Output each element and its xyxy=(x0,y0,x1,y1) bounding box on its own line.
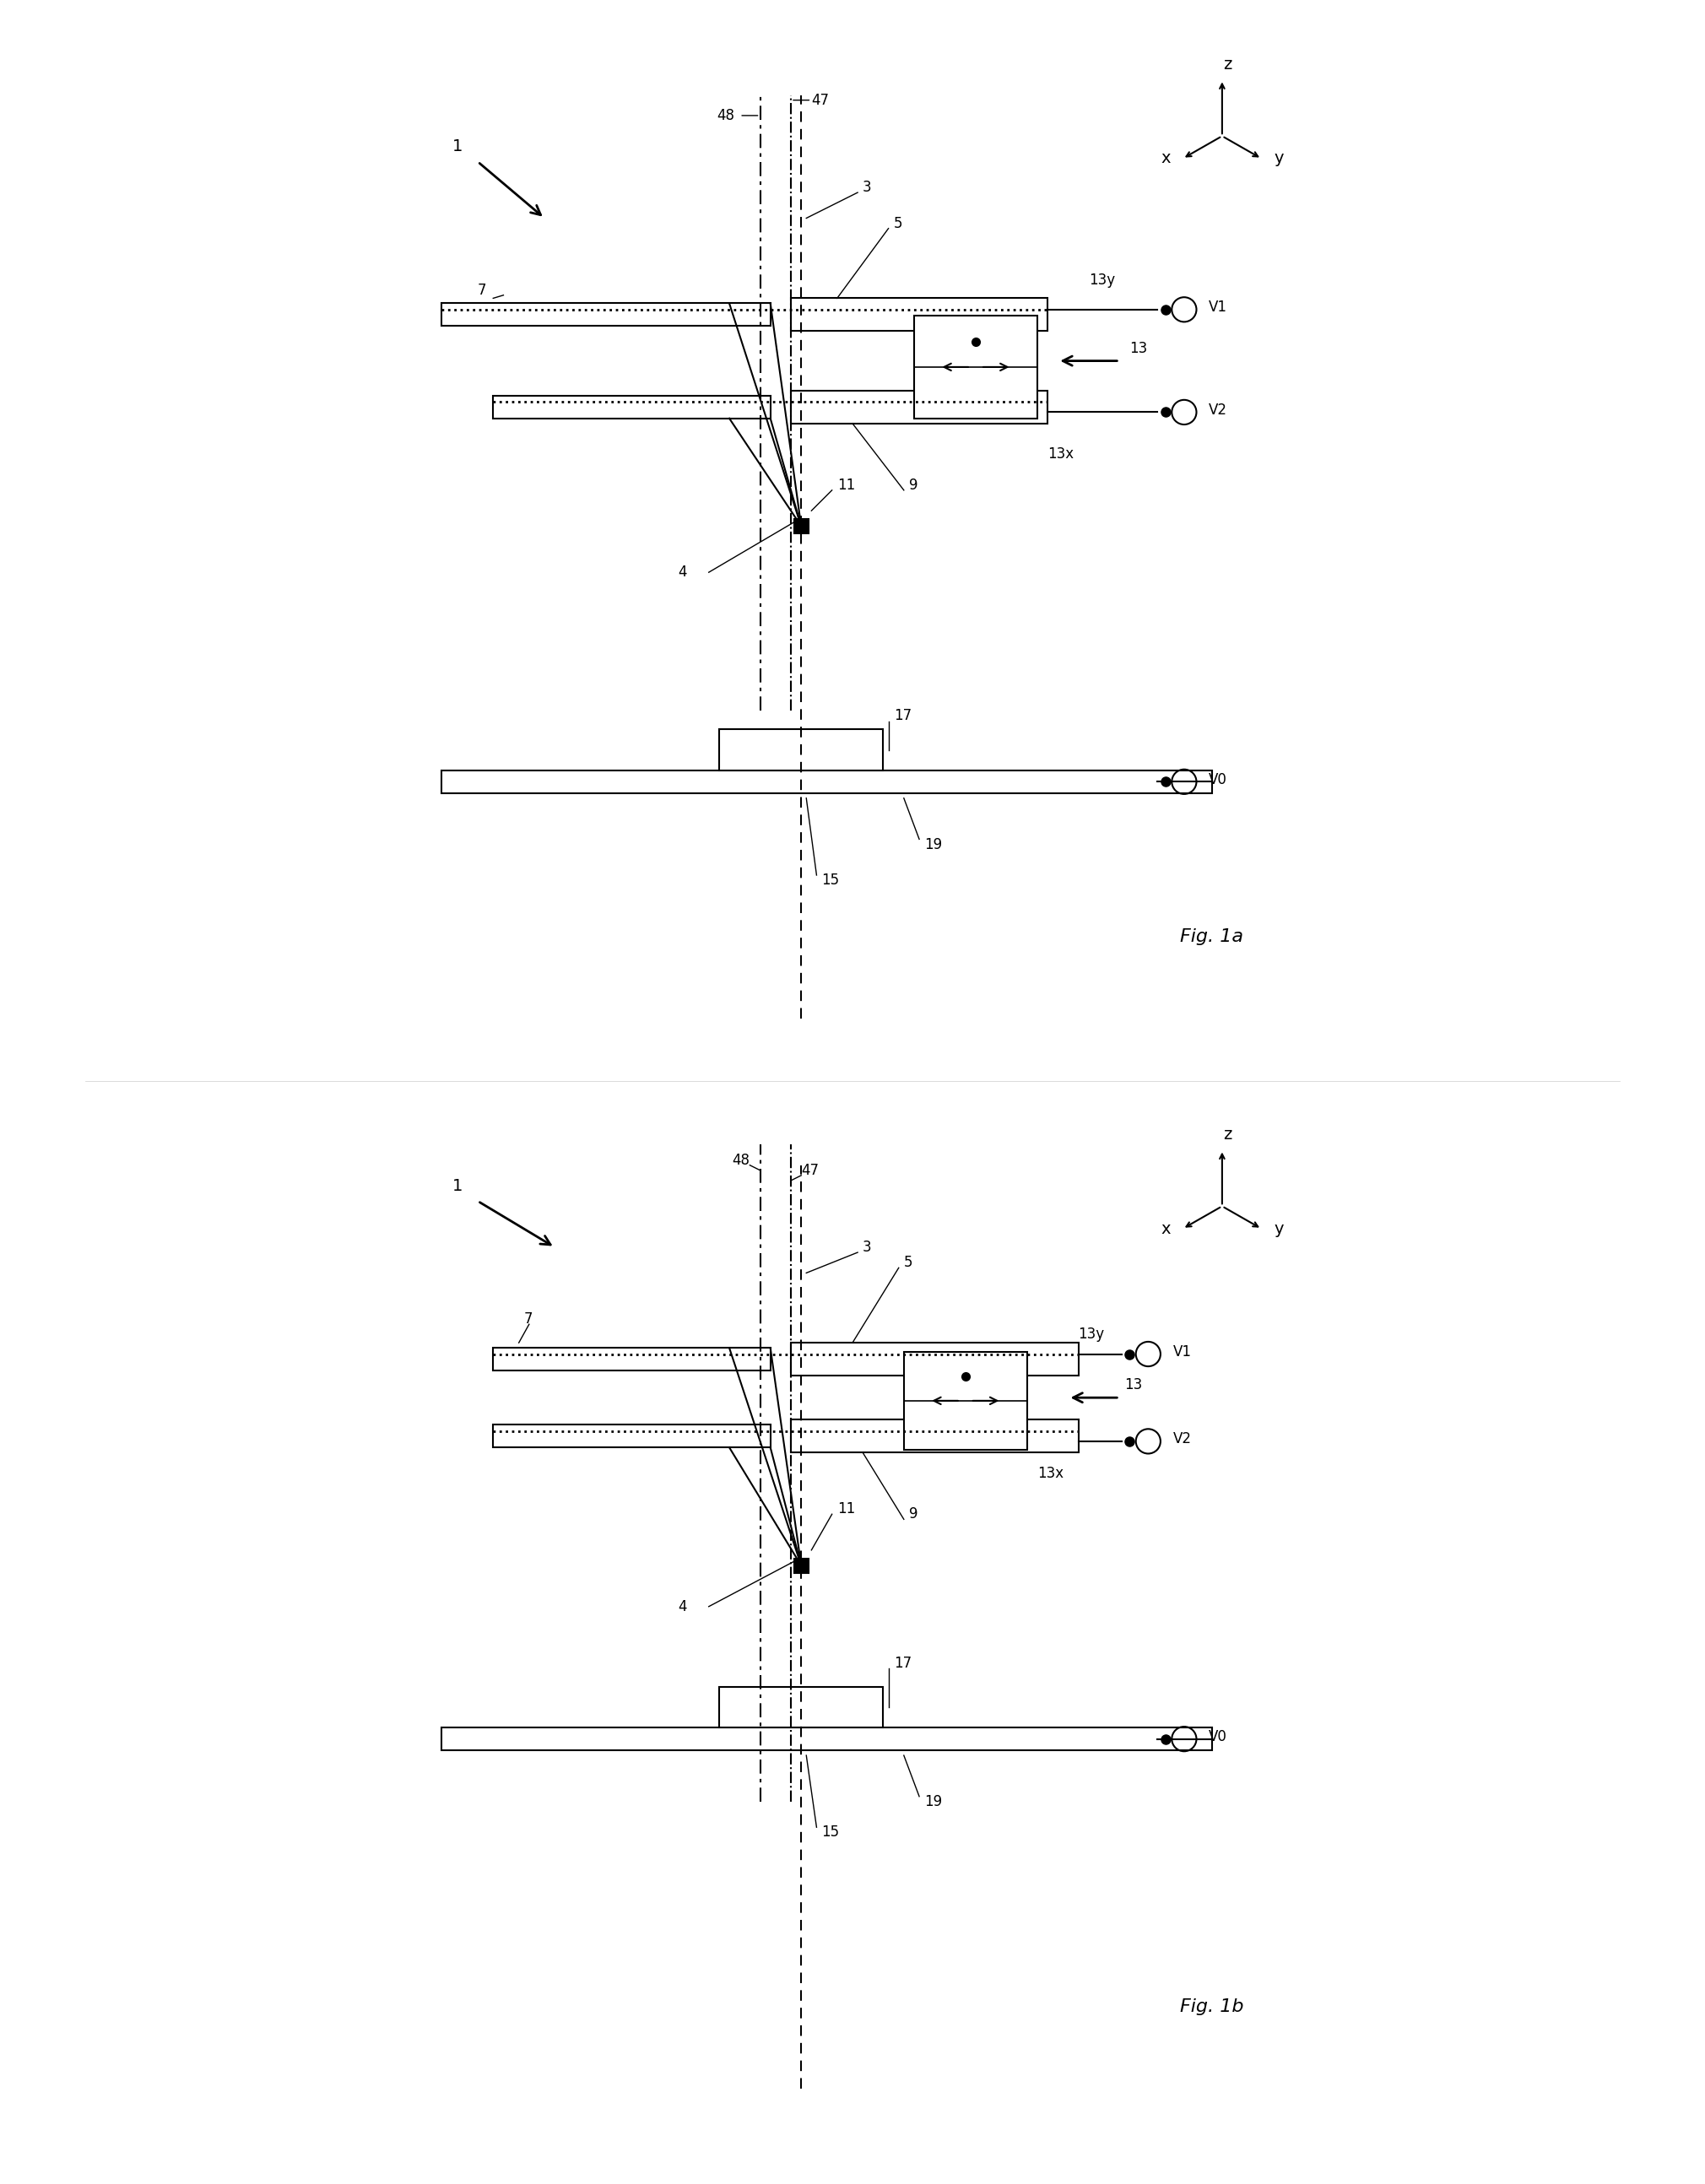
Text: 13: 13 xyxy=(1130,341,1147,356)
Bar xyxy=(791,391,1047,424)
Text: 9: 9 xyxy=(909,1507,917,1522)
Text: 3: 3 xyxy=(863,1241,871,1256)
Text: 1: 1 xyxy=(452,138,462,155)
Text: V0: V0 xyxy=(1209,773,1228,786)
Text: 15: 15 xyxy=(822,874,839,889)
Bar xyxy=(720,729,883,771)
Bar xyxy=(791,1420,1078,1452)
Bar xyxy=(493,1348,771,1372)
Text: 3: 3 xyxy=(863,179,871,194)
Text: 11: 11 xyxy=(837,1500,854,1516)
Text: 11: 11 xyxy=(837,478,854,494)
Text: 47: 47 xyxy=(812,92,829,107)
Bar xyxy=(795,520,808,533)
Text: 1: 1 xyxy=(452,1177,462,1195)
Bar xyxy=(493,1424,771,1448)
Text: 13y: 13y xyxy=(1078,1328,1105,1343)
Text: V1: V1 xyxy=(1209,299,1228,314)
Text: x: x xyxy=(1161,151,1170,166)
Text: 13x: 13x xyxy=(1037,1465,1064,1481)
Text: 48: 48 xyxy=(731,1153,750,1168)
Text: 7: 7 xyxy=(523,1313,534,1326)
Text: 47: 47 xyxy=(801,1162,818,1177)
Bar xyxy=(442,1728,1212,1749)
Bar xyxy=(904,1352,1026,1450)
Text: 19: 19 xyxy=(924,1793,943,1808)
Bar xyxy=(720,1686,883,1728)
Text: 4: 4 xyxy=(679,1599,687,1614)
Text: V0: V0 xyxy=(1209,1730,1228,1745)
Text: Fig. 1b: Fig. 1b xyxy=(1180,1998,1243,2016)
Text: Fig. 1a: Fig. 1a xyxy=(1180,928,1243,946)
Text: 4: 4 xyxy=(679,566,687,581)
Text: y: y xyxy=(1274,151,1284,166)
Text: V2: V2 xyxy=(1173,1433,1192,1446)
Text: 17: 17 xyxy=(893,708,912,723)
Bar xyxy=(791,299,1047,332)
Text: z: z xyxy=(1222,1127,1231,1142)
Bar xyxy=(791,1343,1078,1376)
Bar xyxy=(795,1559,808,1572)
Text: y: y xyxy=(1274,1221,1284,1236)
Bar xyxy=(914,317,1037,419)
Text: 5: 5 xyxy=(893,216,902,232)
Text: x: x xyxy=(1161,1221,1170,1236)
Text: 48: 48 xyxy=(716,107,735,122)
Text: 15: 15 xyxy=(822,1826,839,1839)
Text: z: z xyxy=(1222,57,1231,72)
Text: 9: 9 xyxy=(909,478,917,494)
Text: 5: 5 xyxy=(904,1256,912,1271)
Text: 13y: 13y xyxy=(1088,273,1115,288)
Text: V1: V1 xyxy=(1173,1345,1192,1361)
Text: 13: 13 xyxy=(1125,1378,1142,1393)
Bar xyxy=(493,395,771,419)
Text: V2: V2 xyxy=(1209,402,1228,417)
Text: 13x: 13x xyxy=(1047,448,1074,461)
Text: 19: 19 xyxy=(924,836,943,852)
Text: 7: 7 xyxy=(477,282,486,297)
Bar xyxy=(442,304,771,325)
Bar xyxy=(442,771,1212,793)
Text: 17: 17 xyxy=(893,1655,912,1671)
